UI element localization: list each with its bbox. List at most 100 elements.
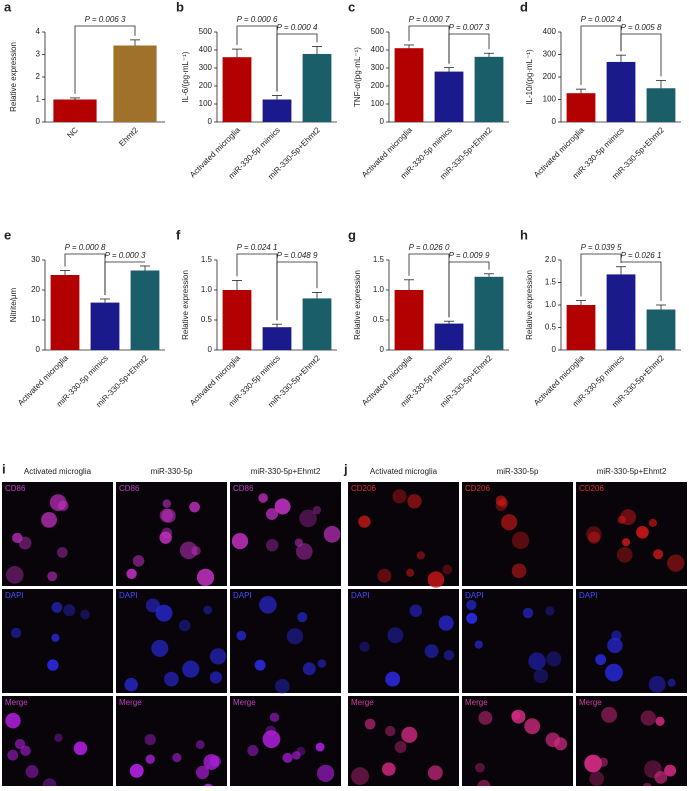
p-value: P = 0.000 8 — [65, 243, 106, 252]
channel-label: CD86 — [5, 484, 26, 493]
bar — [646, 88, 676, 122]
cell — [607, 637, 623, 654]
cell — [292, 751, 301, 760]
cell — [427, 765, 443, 781]
cell — [466, 599, 477, 611]
cell — [262, 730, 281, 749]
y-axis-label: IL-10/(pg·mL⁻¹) — [525, 49, 534, 105]
y-tick-label: 3 — [36, 50, 41, 59]
cell — [648, 518, 658, 528]
cell — [132, 555, 145, 567]
p-value: P = 0.002 4 — [581, 15, 622, 24]
cell — [387, 627, 404, 644]
y-tick-label: 100 — [199, 99, 213, 108]
cell — [653, 549, 664, 560]
cell — [522, 607, 534, 619]
cell — [302, 662, 316, 676]
significance-bracket — [104, 261, 145, 295]
p-value: P = 0.026 0 — [409, 243, 450, 252]
cell — [474, 640, 483, 649]
channel-label: CD86 — [119, 484, 140, 493]
y-tick-label: 400 — [371, 45, 385, 54]
cell — [533, 668, 549, 684]
p-value: P = 0.005 8 — [621, 23, 662, 32]
cell — [511, 531, 530, 550]
column-header: miR-330-5p — [497, 467, 539, 476]
cell — [145, 754, 155, 764]
bar — [222, 57, 252, 123]
channel-label: CD206 — [465, 484, 490, 493]
bar — [90, 302, 120, 350]
y-tick-label: 1.0 — [201, 285, 213, 294]
cell — [664, 764, 677, 777]
bar — [302, 53, 332, 122]
y-tick-label: 200 — [371, 81, 385, 90]
cell — [511, 563, 527, 579]
cell — [351, 767, 370, 786]
p-value: P = 0.006 3 — [85, 15, 126, 24]
cell — [466, 612, 478, 624]
cell — [588, 531, 601, 544]
bar — [394, 48, 424, 123]
x-tick-label: NC — [65, 125, 80, 140]
micrograph — [348, 589, 459, 693]
cell — [124, 677, 138, 692]
cell — [323, 525, 341, 543]
cell — [655, 716, 665, 726]
cell — [604, 663, 623, 682]
cell — [622, 538, 631, 547]
y-axis-label: Relative expression — [525, 270, 534, 340]
y-tick-label: 1.5 — [545, 278, 557, 287]
y-tick-label: 2.0 — [545, 255, 557, 264]
significance-bracket — [276, 33, 318, 92]
cell — [394, 741, 407, 753]
cell — [385, 725, 396, 737]
significance-bracket — [276, 261, 318, 321]
cell — [297, 612, 308, 623]
bar — [434, 71, 464, 122]
bar — [566, 305, 596, 350]
y-tick-label: 1.0 — [545, 300, 557, 309]
p-value: P = 0.000 7 — [409, 15, 450, 24]
y-tick-label: 0 — [380, 345, 385, 354]
cell — [209, 671, 222, 684]
channel-label: Merge — [351, 698, 374, 707]
y-tick-label: 0 — [208, 117, 213, 126]
y-tick-label: 1.0 — [373, 285, 385, 294]
p-value: P = 0.007 3 — [449, 23, 490, 32]
channel-label: CD206 — [351, 484, 376, 493]
x-tick-label: Ehmt2 — [117, 125, 140, 148]
cell — [254, 659, 266, 671]
channel-label: CD206 — [579, 484, 604, 493]
bar — [113, 45, 157, 122]
cell — [196, 568, 215, 586]
panel-letter: e — [4, 227, 11, 242]
cell — [438, 615, 454, 631]
p-value: P = 0.000 6 — [237, 15, 278, 24]
cell — [49, 494, 67, 511]
cell — [73, 741, 88, 756]
cell — [10, 627, 22, 639]
channel-label: Merge — [233, 698, 256, 707]
micrograph — [116, 482, 227, 586]
cell — [475, 762, 485, 773]
cell — [179, 541, 198, 560]
cell — [51, 601, 63, 613]
cell — [511, 710, 521, 721]
y-tick-label: 500 — [371, 27, 385, 36]
y-axis-label: Relative expression — [353, 270, 362, 340]
cell — [364, 718, 376, 730]
cell — [589, 771, 605, 786]
cell — [155, 604, 173, 622]
cell — [667, 554, 685, 572]
column-header: miR-330-5p+Ehmt2 — [251, 467, 321, 476]
cell — [47, 659, 59, 671]
cell — [25, 765, 39, 778]
bar — [434, 323, 464, 350]
y-tick-label: 2 — [36, 72, 41, 81]
cell — [385, 671, 401, 687]
y-tick-label: 200 — [543, 72, 557, 81]
micrograph — [576, 482, 687, 586]
cell — [294, 538, 303, 547]
cell — [296, 746, 306, 756]
